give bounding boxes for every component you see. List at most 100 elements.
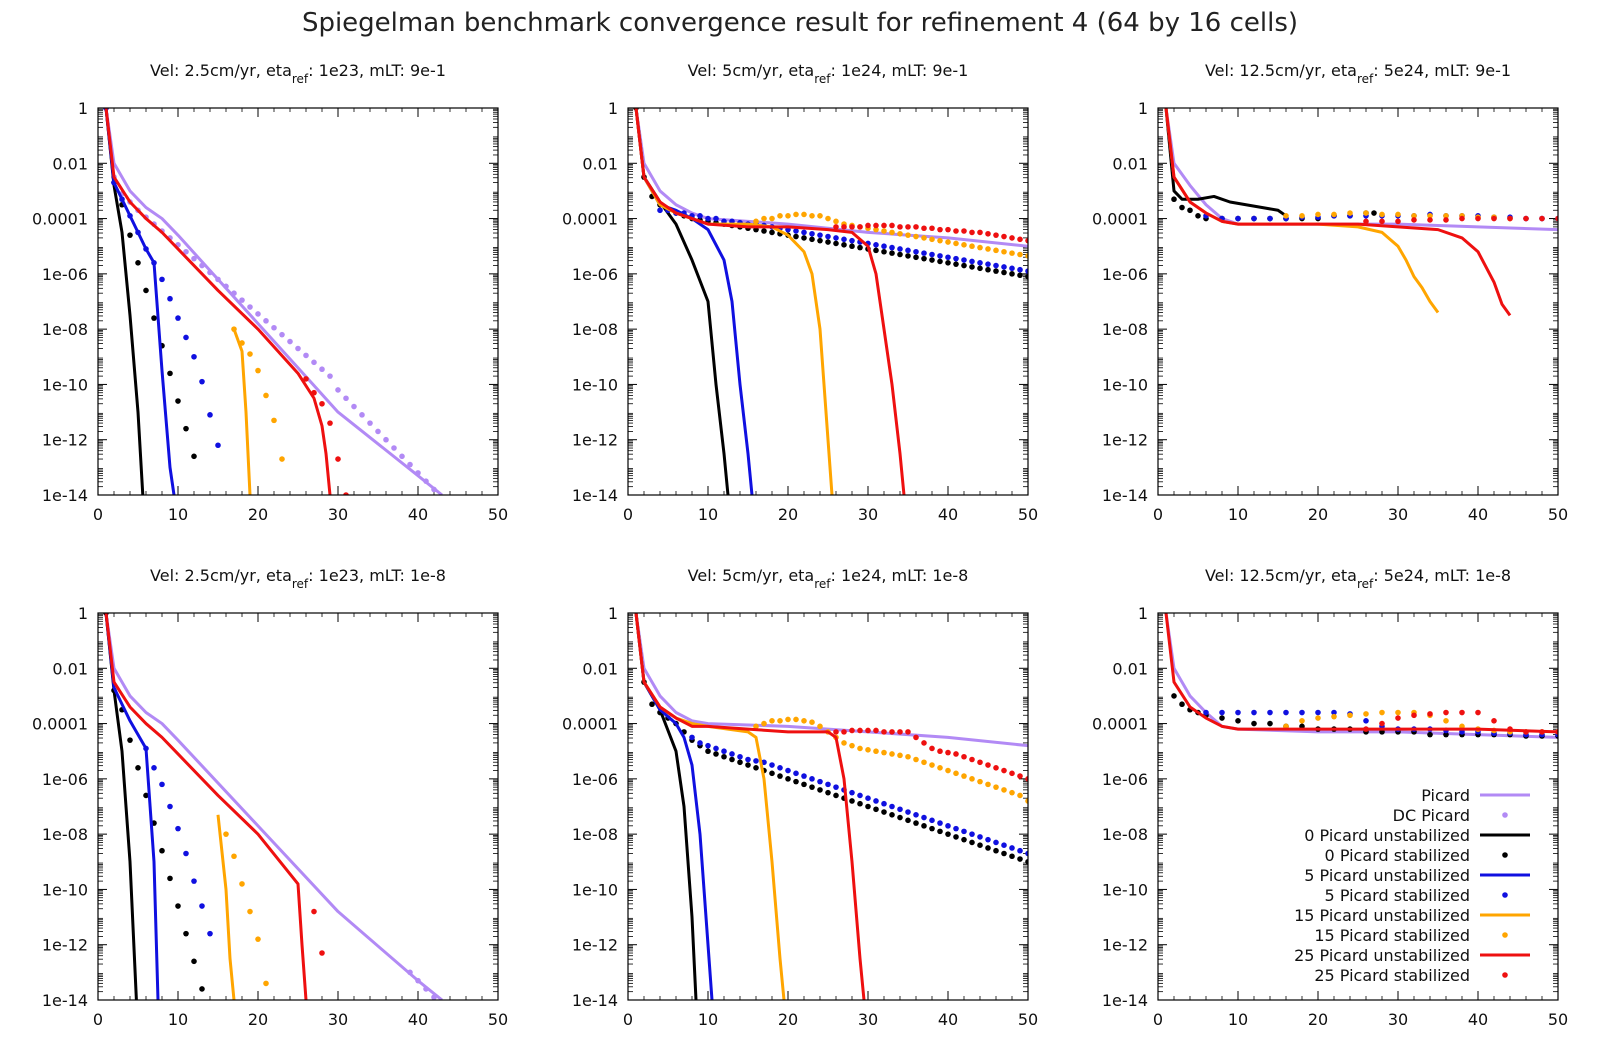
plot-area [633,108,1028,495]
series-25-picard-stabilized-point [1411,217,1417,223]
series-5-picard-unstabilized-line [104,108,176,495]
series-5-picard-stabilized-point [1203,709,1209,716]
series-0-picard-stabilized-point [649,701,655,708]
y-tick-label: 1e-06 [572,770,618,789]
series-0-picard-stabilized-point [977,842,983,848]
series-5-picard-stabilized-point [761,759,767,766]
panel-title-prefix: Vel: 12.5cm/yr, eta [1205,61,1357,80]
series-15-picard-stabilized-point [1009,789,1015,796]
series-15-picard-stabilized-point [777,213,783,219]
series-0-picard-stabilized-point [793,233,799,240]
panel-title-suffix: : 1e24, mLT: 1e-8 [831,566,969,585]
series-25-picard-stabilized-point [833,729,839,735]
series-15-picard-stabilized-point [1347,712,1353,719]
y-tick-label: 1 [78,604,88,623]
series-5-picard-stabilized-point [705,215,711,222]
series-25-picard-stabilized-point [1539,729,1545,735]
series-5-picard-stabilized-point [865,795,871,802]
series-15-picard-stabilized-point [263,392,269,399]
series-dc-picard-point [383,436,389,443]
series-5-picard-stabilized-point [1009,265,1015,272]
series-15-picard-stabilized-point [1009,250,1015,256]
series-dc-picard-point [375,428,381,435]
series-0-picard-stabilized-point [905,817,911,824]
series-25-picard-stabilized-point [1523,215,1529,222]
series-15-picard-stabilized-point [977,778,983,785]
series-5-picard-stabilized-point [151,260,157,266]
series-15-picard-stabilized-point [841,740,847,746]
series-5-picard-stabilized-point [961,257,967,263]
panel-title-subscript: ref [292,577,309,591]
legend-dot-swatch [1502,892,1508,898]
x-tick-label: 30 [1388,505,1408,524]
series-dc-picard-point [287,338,293,345]
panel-title-subscript: ref [814,577,831,591]
y-tick-label: 1e-08 [1102,320,1148,339]
series-5-picard-stabilized-point [745,756,751,763]
series-5-picard-stabilized-point [127,213,133,219]
series-5-picard-stabilized-point [753,758,759,764]
series-25-picard-stabilized-point [1025,237,1028,244]
x-tick-label: 40 [938,1010,958,1029]
panel-title-subscript: ref [292,72,309,86]
series-0-picard-stabilized-point [1427,731,1433,738]
series-15-picard-stabilized-point [1299,718,1305,724]
series-15-picard-stabilized-point [809,213,815,219]
series-25-picard-stabilized-point [961,753,967,760]
series-25-picard-stabilized-point [921,225,927,232]
series-15-picard-stabilized-point [929,236,935,243]
panel-title: Vel: 2.5cm/yr, etaref: 1e23, mLT: 9e-1 [150,61,446,86]
series-0-picard-stabilized-point [1187,207,1193,214]
x-tick-label: 40 [938,505,958,524]
series-0-picard-stabilized-point [857,800,863,807]
series-15-picard-stabilized-point [239,340,245,346]
series-25-picard-stabilized-point [1507,215,1513,222]
x-tick-label: 10 [1228,1010,1248,1029]
x-tick-label: 50 [1548,505,1568,524]
series-25-picard-stabilized-point [913,224,919,230]
y-tick-label: 0.0001 [32,210,88,229]
series-5-picard-stabilized-point [809,776,815,782]
panel-title-subscript: ref [1357,577,1374,591]
panel-title-prefix: Vel: 5cm/yr, eta [688,61,815,80]
series-5-picard-stabilized-point [817,232,823,238]
series-15-picard-stabilized-point [1347,210,1353,216]
series-0-picard-stabilized-point [785,776,791,782]
series-0-picard-stabilized-point [993,268,999,274]
series-0-picard-stabilized-point [777,773,783,779]
y-tick-label: 1e-10 [42,880,88,899]
series-0-picard-stabilized-point [191,453,197,460]
series-15-picard-stabilized-point [279,456,285,462]
series-dc-picard-point [351,403,357,410]
x-tick-label: 30 [328,505,348,524]
series-15-picard-stabilized-point [231,326,237,332]
series-25-picard-stabilized-point [1507,726,1513,732]
series-5-picard-stabilized-point [785,767,791,774]
series-15-picard-stabilized-point [1315,211,1321,218]
series-dc-picard-point [279,331,285,338]
series-0-picard-stabilized-point [881,248,887,255]
series-25-picard-stabilized-point [1555,729,1558,735]
series-25-picard-stabilized-point [1017,773,1023,779]
series-5-picard-stabilized-point [713,215,719,222]
plot-frame [627,107,1029,496]
series-0-picard-stabilized-point [937,258,943,265]
y-tick-label: 0.01 [582,154,618,173]
plot-area [1164,613,1558,739]
series-15-picard-stabilized-point [937,237,943,244]
x-tick-label: 30 [1388,1010,1408,1029]
series-15-picard-stabilized-point [985,246,991,252]
series-25-picard-stabilized-point [913,734,919,741]
y-tick-label: 1e-12 [42,936,88,955]
y-tick-label: 1e-14 [572,486,618,505]
series-15-picard-stabilized-point [897,752,903,759]
series-25-picard-stabilized-point [1411,712,1417,719]
series-25-picard-unstabilized-line [104,108,332,495]
series-0-picard-stabilized-point [985,266,991,273]
series-5-picard-stabilized-point [897,806,903,813]
series-5-picard-stabilized-point [969,258,975,265]
series-5-picard-stabilized-point [697,213,703,219]
series-5-picard-stabilized-point [689,734,695,741]
legend-label: Picard [1421,786,1470,805]
series-dc-picard-point [191,255,197,262]
